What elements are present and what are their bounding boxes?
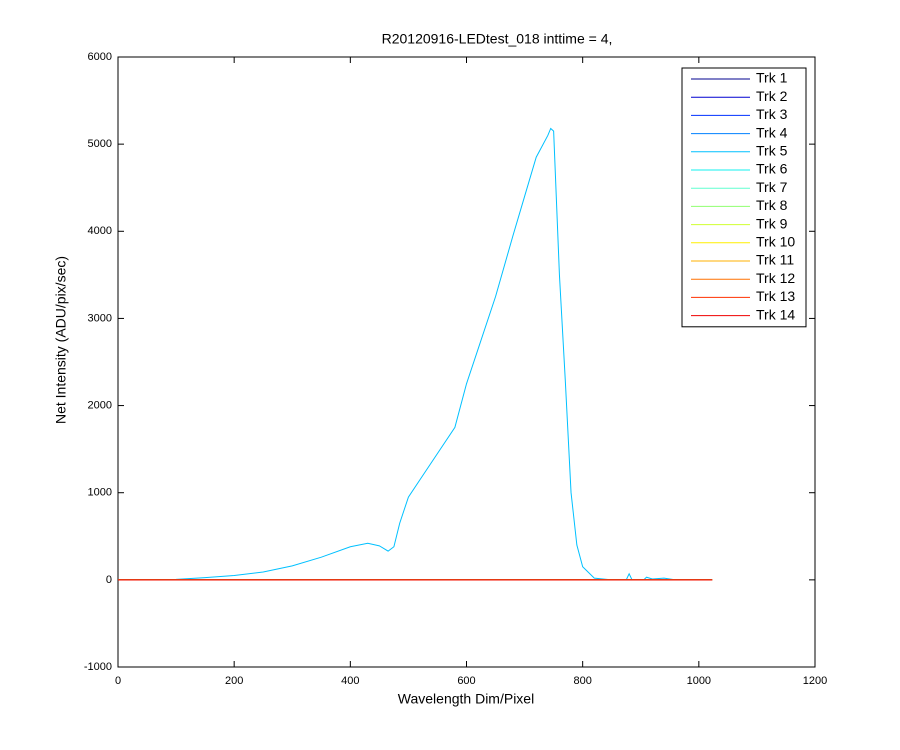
y-tick-label: 2000	[88, 399, 112, 411]
legend-label: Trk 5	[756, 143, 788, 159]
x-tick-label: 1000	[687, 675, 711, 687]
data-line	[118, 127, 713, 581]
legend-label: Trk 6	[756, 161, 788, 177]
chart-title: R20120916-LEDtest_018 inttime = 4,	[382, 31, 613, 47]
y-tick-label: 3000	[88, 312, 112, 324]
x-tick-label: 600	[457, 675, 475, 687]
legend-label: Trk 3	[756, 106, 788, 122]
legend-label: Trk 10	[756, 234, 795, 250]
x-tick-label: 800	[573, 675, 591, 687]
legend-label: Trk 14	[756, 306, 795, 322]
y-tick-label: 5000	[88, 138, 112, 150]
x-tick-label: 1200	[803, 675, 827, 687]
y-axis-label: Net Intensity (ADU/pix/sec)	[53, 256, 69, 424]
legend-label: Trk 1	[756, 70, 788, 86]
legend-label: Trk 8	[756, 197, 788, 213]
x-tick-label: 200	[225, 675, 243, 687]
x-tick-label: 0	[115, 675, 121, 687]
y-tick-label: -1000	[84, 661, 112, 673]
legend-label: Trk 11	[756, 252, 794, 268]
x-tick-label: 400	[341, 675, 359, 687]
y-tick-label: 0	[106, 574, 112, 586]
legend-label: Trk 13	[756, 288, 795, 304]
y-tick-label: 4000	[88, 225, 112, 237]
y-tick-label: 6000	[88, 51, 112, 63]
legend-box	[681, 67, 807, 328]
x-axis-label: Wavelength Dim/Pixel	[398, 691, 534, 707]
legend-label: Trk 9	[756, 215, 788, 231]
y-tick-label: 1000	[88, 487, 112, 499]
legend-label: Trk 2	[756, 88, 788, 104]
legend-label: Trk 12	[756, 270, 795, 286]
legend-label: Trk 7	[756, 179, 788, 195]
legend-label: Trk 4	[756, 124, 788, 140]
